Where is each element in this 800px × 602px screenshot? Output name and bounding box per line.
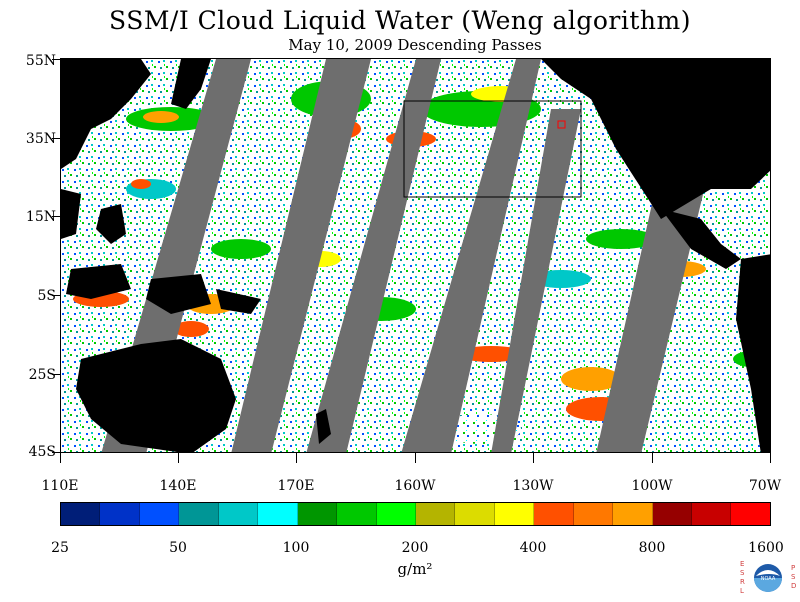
lat-label: 45S	[28, 444, 56, 460]
colorbar-segment	[218, 503, 259, 525]
colorbar-segment	[652, 503, 692, 525]
svg-text:S: S	[791, 573, 796, 581]
lon-tick	[770, 453, 771, 463]
lon-label: 100W	[631, 478, 673, 494]
lon-tick	[533, 453, 534, 463]
svg-text:L: L	[740, 587, 744, 595]
colorbar-segment	[376, 503, 416, 525]
lat-label: 55N	[25, 53, 56, 69]
lon-label: 130W	[512, 478, 554, 494]
colorbar-segment	[692, 503, 732, 525]
lat-tick	[52, 216, 60, 217]
lon-label: 140E	[159, 478, 197, 494]
lon-label: 170E	[277, 478, 315, 494]
lon-label: 110E	[41, 478, 79, 494]
land-masses	[61, 59, 770, 452]
svg-text:S: S	[740, 569, 745, 577]
region-outline-box	[403, 100, 582, 198]
colorbar-segment	[297, 503, 338, 525]
colorbar-label: 1600	[748, 540, 784, 556]
lat-label: 35N	[25, 131, 56, 147]
lon-tick	[296, 453, 297, 463]
lat-tick	[52, 59, 60, 60]
svg-text:R: R	[740, 578, 745, 586]
colorbar-label: 800	[638, 540, 666, 556]
lat-label: 5S	[37, 288, 57, 304]
colorbar-segment	[100, 503, 140, 525]
colorbar-label: 200	[401, 540, 429, 556]
svg-text:P: P	[791, 564, 795, 572]
colorbar-segment	[573, 503, 614, 525]
colorbar-segment	[731, 503, 770, 525]
colorbar-segment	[455, 503, 495, 525]
colorbar-label: 100	[282, 540, 310, 556]
colorbar-label: 400	[519, 540, 547, 556]
lon-label: 70W	[748, 478, 782, 494]
colorbar-segment	[534, 503, 574, 525]
lat-label: 25S	[28, 367, 56, 383]
cloud-water-map	[60, 58, 771, 453]
point-marker-box	[557, 120, 566, 129]
lon-tick	[60, 453, 61, 463]
colorbar-segment	[179, 503, 219, 525]
lon-label: 160W	[394, 478, 436, 494]
colorbar-segment	[494, 503, 535, 525]
colorbar-segment	[337, 503, 377, 525]
colorbar-segment	[415, 503, 456, 525]
units-label: g/m²	[397, 560, 433, 578]
lon-tick	[652, 453, 653, 463]
lon-tick	[178, 453, 179, 463]
colorbar-segment	[613, 503, 653, 525]
lat-tick	[52, 295, 60, 296]
lat-tick	[52, 138, 60, 139]
lat-label: 15N	[25, 209, 56, 225]
lat-tick	[52, 374, 60, 375]
colorbar-label: 25	[51, 540, 69, 556]
svg-text:E: E	[740, 560, 744, 568]
map-subtitle: May 10, 2009 Descending Passes	[288, 36, 542, 54]
colorbar-segment	[61, 503, 101, 525]
noaa-logo-text: NOAA	[761, 576, 776, 582]
colorbar-label: 50	[169, 540, 187, 556]
map-title: SSM/I Cloud Liquid Water (Weng algorithm…	[109, 6, 691, 35]
colorbar-segment	[139, 503, 180, 525]
svg-text:D: D	[791, 582, 796, 590]
colorbar-segment	[258, 503, 298, 525]
colorbar	[60, 502, 771, 526]
lat-tick	[52, 452, 60, 453]
lon-tick	[415, 453, 416, 463]
